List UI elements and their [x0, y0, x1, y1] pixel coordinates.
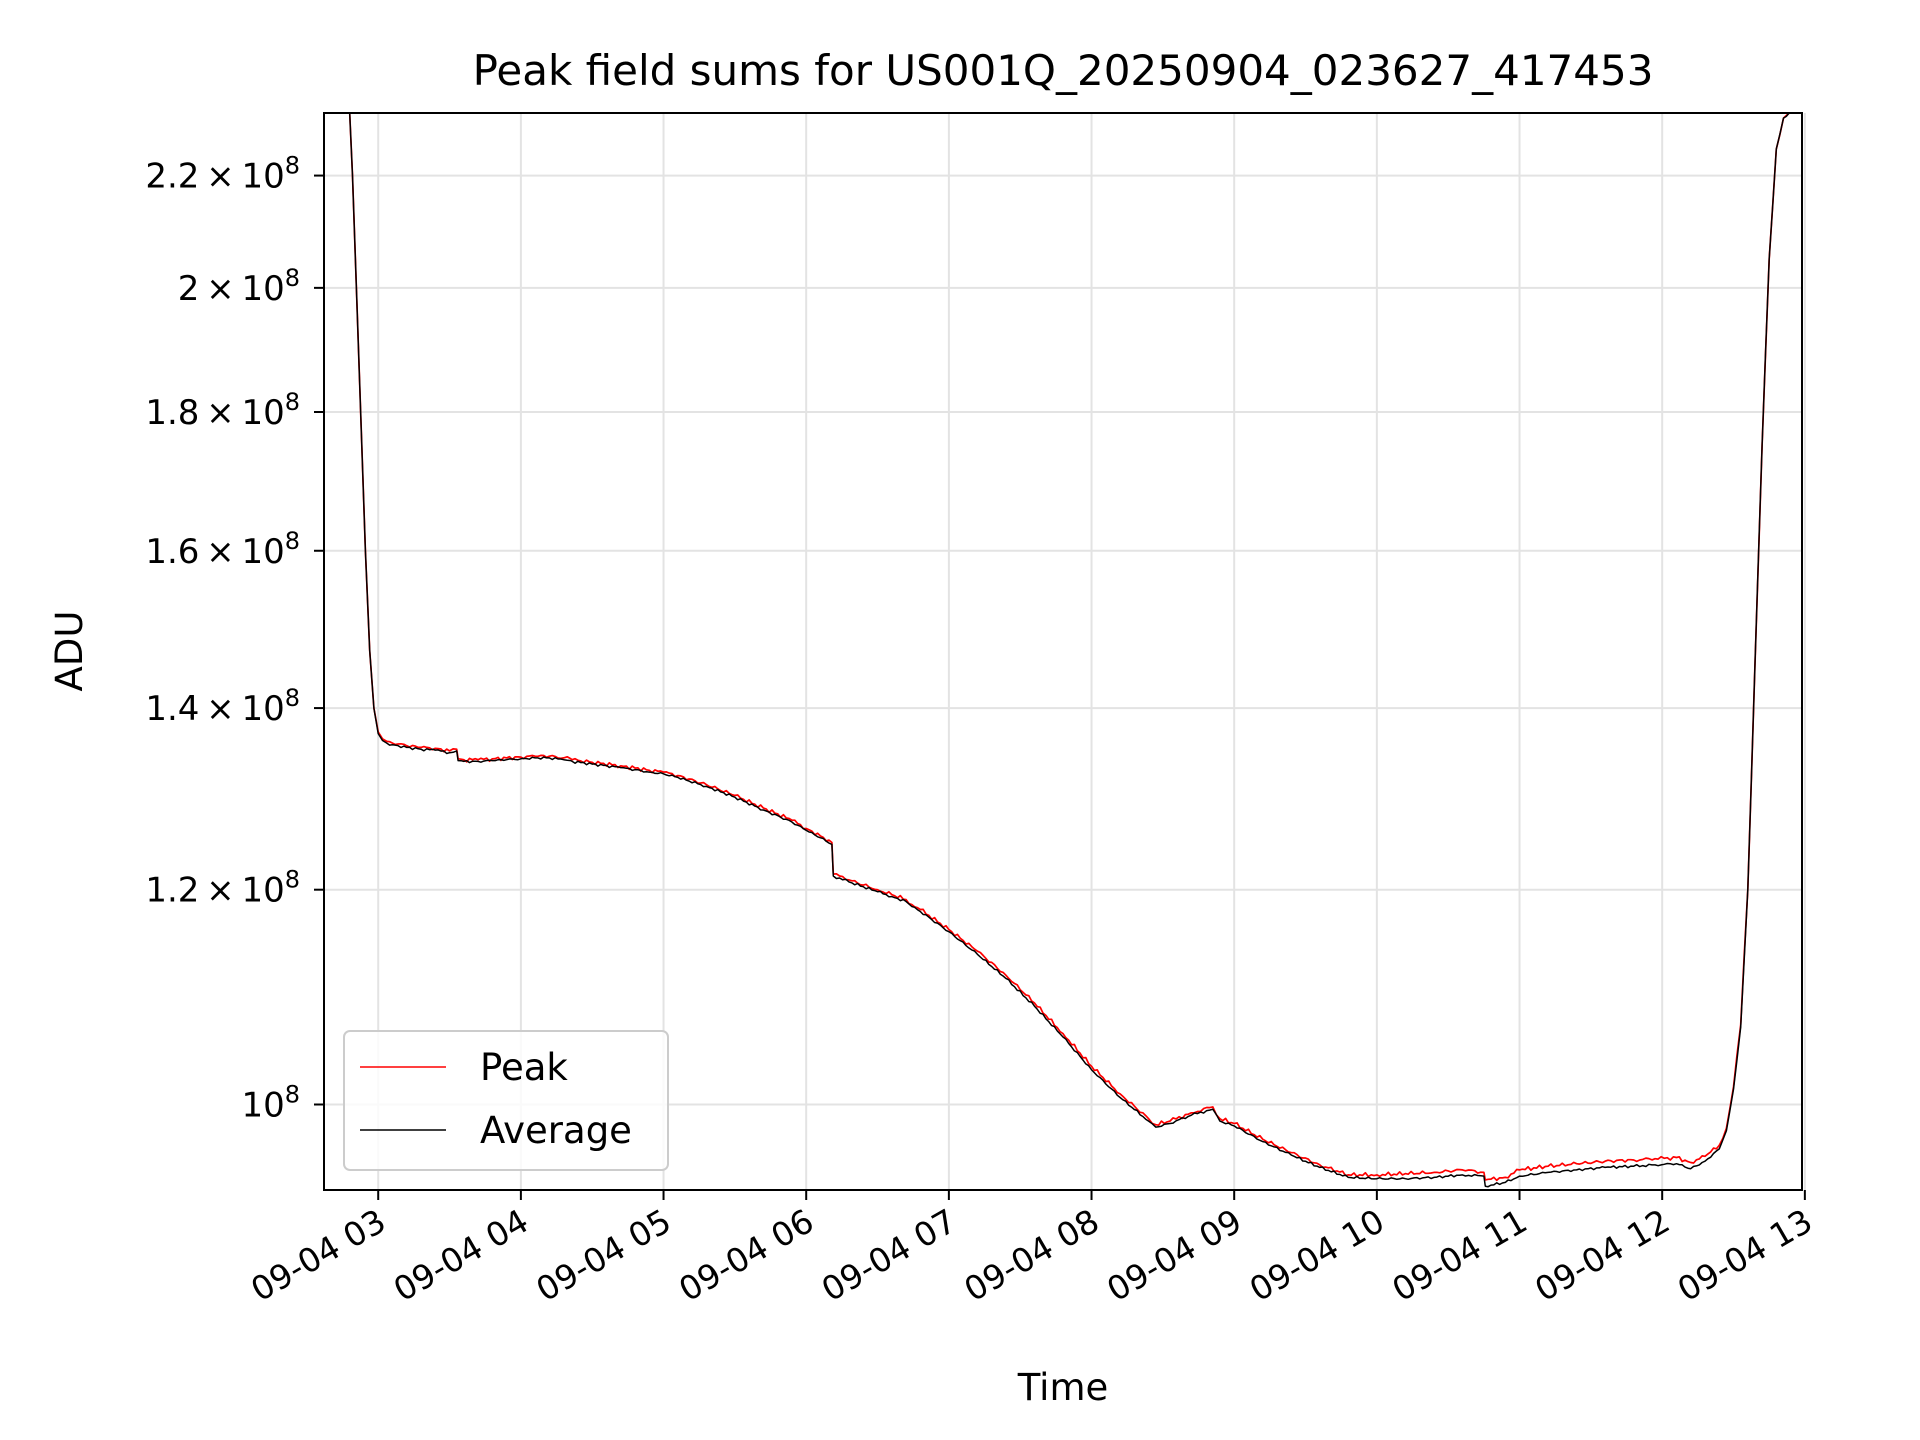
y-axis-label: ADU	[48, 611, 91, 692]
legend-label-average: Average	[480, 1109, 632, 1152]
chart-title: Peak field sums for US001Q_20250904_0236…	[473, 46, 1654, 95]
series-line-average	[348, 113, 1790, 1188]
y-tick-label: 1.8 × 108	[145, 388, 300, 433]
x-axis-label: Time	[1017, 1366, 1109, 1409]
legend-label-peak: Peak	[480, 1046, 568, 1089]
y-tick-label: 1.4 × 108	[145, 684, 300, 729]
y-tick-label: 2.2 × 108	[145, 152, 300, 197]
y-tick-label: 108	[241, 1081, 300, 1126]
y-tick-label: 1.2 × 108	[145, 866, 300, 911]
legend: Peak Average	[343, 1030, 669, 1171]
legend-box	[343, 1030, 669, 1171]
y-tick-label: 2 × 108	[178, 264, 300, 309]
plot-frame	[323, 112, 1803, 1191]
y-axis: 108 1.2 × 108 1.4 × 108 1.6 × 108 1.8 × 108 2…	[145, 152, 324, 1126]
grid	[324, 113, 1806, 1190]
y-tick-label: 1.6 × 108	[145, 527, 300, 572]
series-layer	[348, 113, 1790, 1188]
